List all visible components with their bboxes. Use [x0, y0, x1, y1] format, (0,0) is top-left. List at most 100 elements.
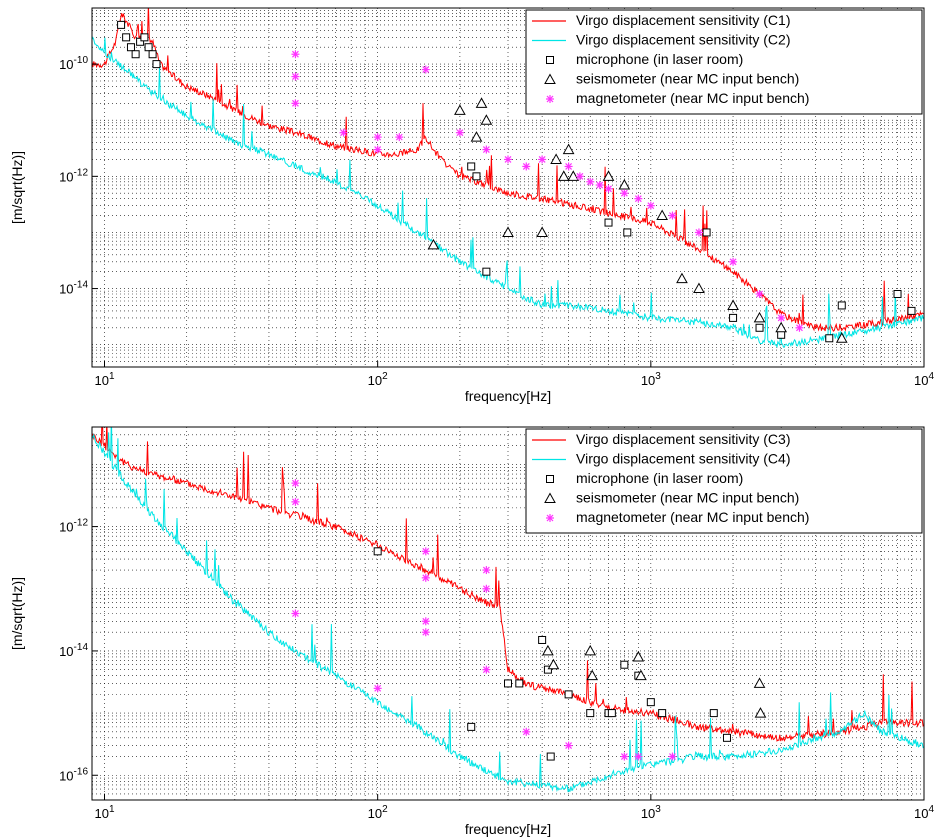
microphone-marker [837, 301, 846, 310]
magnetometer-marker [729, 257, 738, 266]
microphone-marker [604, 218, 613, 227]
magnetometer-marker [373, 684, 382, 693]
x-tick-label: 102 [368, 804, 388, 821]
magnetometer-marker [694, 228, 703, 237]
magnetometer-marker [620, 189, 629, 198]
legend-label: Virgo displacement sensitivity (C1) [576, 12, 791, 28]
magnetometer-marker [634, 194, 643, 203]
seismometer-marker [454, 104, 466, 115]
magnetometer-marker [634, 752, 643, 761]
legend-asterisk-swatch [546, 95, 554, 103]
microphone-marker [623, 228, 632, 237]
magnetometer-marker [291, 497, 300, 506]
seismometer-marker [727, 299, 739, 310]
microphone-marker [144, 43, 153, 52]
microphone-marker [136, 37, 145, 46]
seismometer-marker [753, 677, 766, 688]
magnetometer-marker [421, 573, 430, 582]
seismometer-marker [618, 178, 631, 190]
seismometer-marker [584, 644, 597, 656]
seismometer-marker [547, 658, 560, 670]
seismometer-marker [602, 170, 615, 181]
microphone-marker [646, 698, 655, 707]
magnetometer-marker [564, 741, 573, 750]
microphone-marker [546, 752, 555, 761]
microphone-marker [538, 635, 547, 644]
series-line-2 [92, 36, 924, 349]
magnetometer-marker [482, 584, 491, 593]
legend-label: Virgo displacement sensitivity (C2) [576, 32, 791, 48]
microphone-marker [515, 679, 524, 688]
legend-label: microphone (in laser room) [576, 470, 743, 486]
magnetometer-marker [522, 727, 531, 736]
microphone-marker [755, 323, 764, 332]
microphone-marker [607, 709, 616, 718]
magnetometer-marker [620, 752, 629, 761]
magnetometer-marker [795, 323, 804, 332]
y-axis-label: [m/sqrt(Hz)] [9, 577, 25, 650]
x-axis-label: frequency[Hz] [465, 821, 551, 837]
x-axis-label: frequency[Hz] [465, 388, 551, 404]
markers-group [117, 20, 916, 343]
microphone-marker [620, 660, 629, 669]
x-tick-label: 103 [641, 371, 661, 388]
magnetometer-marker [421, 617, 430, 626]
y-axis-label: [m/sqrt(Hz)] [9, 151, 25, 224]
seismometer-marker [693, 282, 705, 294]
legend-label: Virgo displacement sensitivity (C3) [576, 431, 791, 447]
seismometer-marker [427, 238, 440, 250]
series-group [92, 8, 924, 349]
seismometer-marker [542, 644, 554, 656]
legend-square-swatch [546, 475, 554, 483]
x-tick-label: 104 [914, 804, 934, 821]
microphone-marker [777, 330, 786, 339]
magnetometer-marker [538, 155, 547, 164]
magnetometer-marker [291, 50, 300, 59]
x-tick-label: 103 [641, 804, 661, 821]
seismometer-marker [557, 170, 570, 181]
magnetometer-marker [291, 609, 300, 618]
legend-triangle-swatch [544, 73, 556, 84]
legend-label: microphone (in laser room) [576, 51, 743, 67]
x-tick-label: 104 [914, 371, 934, 388]
magnetometer-marker [421, 547, 430, 556]
magnetometer-marker [482, 145, 491, 154]
magnetometer-marker [504, 155, 512, 164]
magnetometer-marker [755, 289, 764, 298]
magnetometer-marker [777, 313, 786, 322]
y-tick-label: 10-16 [59, 766, 88, 783]
microphone-marker [893, 289, 902, 298]
x-tick-label: 101 [94, 371, 114, 388]
seismometer-marker [536, 226, 548, 237]
seismometer-marker [475, 97, 488, 108]
seismometer-marker [562, 143, 575, 155]
microphone-marker [504, 679, 512, 688]
legend-label: seismometer (near MC input bench) [576, 490, 799, 506]
microphone-marker [709, 709, 718, 718]
series-line-2 [92, 427, 924, 793]
magnetometer-marker [339, 128, 348, 137]
magnetometer-marker [646, 201, 655, 210]
microphone-marker [907, 306, 916, 315]
chart-2: 101 102 103 104 10-16 10-14 10-12 frequency[Hz]… [9, 426, 934, 837]
series-group [92, 427, 924, 793]
legend-box [525, 9, 923, 115]
magnetometer-marker [575, 172, 584, 181]
seismometer-marker [835, 332, 848, 343]
seismometer-marker [480, 114, 493, 125]
microphone-marker [825, 334, 834, 343]
legend-label: Virgo displacement sensitivity (C4) [576, 451, 791, 467]
legend-box [525, 428, 923, 534]
magnetometer-marker [373, 145, 382, 154]
magnetometer-marker [604, 184, 613, 193]
microphone-marker [722, 733, 731, 742]
magnetometer-marker [586, 177, 595, 186]
magnetometer-marker [482, 566, 491, 575]
microphone-marker [373, 547, 382, 556]
magnetometer-marker [564, 162, 573, 171]
plot-frame [91, 426, 925, 801]
markers-group [291, 479, 767, 761]
seismometer-marker [676, 272, 688, 284]
legend: Virgo displacement sensitivity (C1) Virgo… [525, 9, 923, 115]
seismometer-marker [656, 209, 668, 221]
